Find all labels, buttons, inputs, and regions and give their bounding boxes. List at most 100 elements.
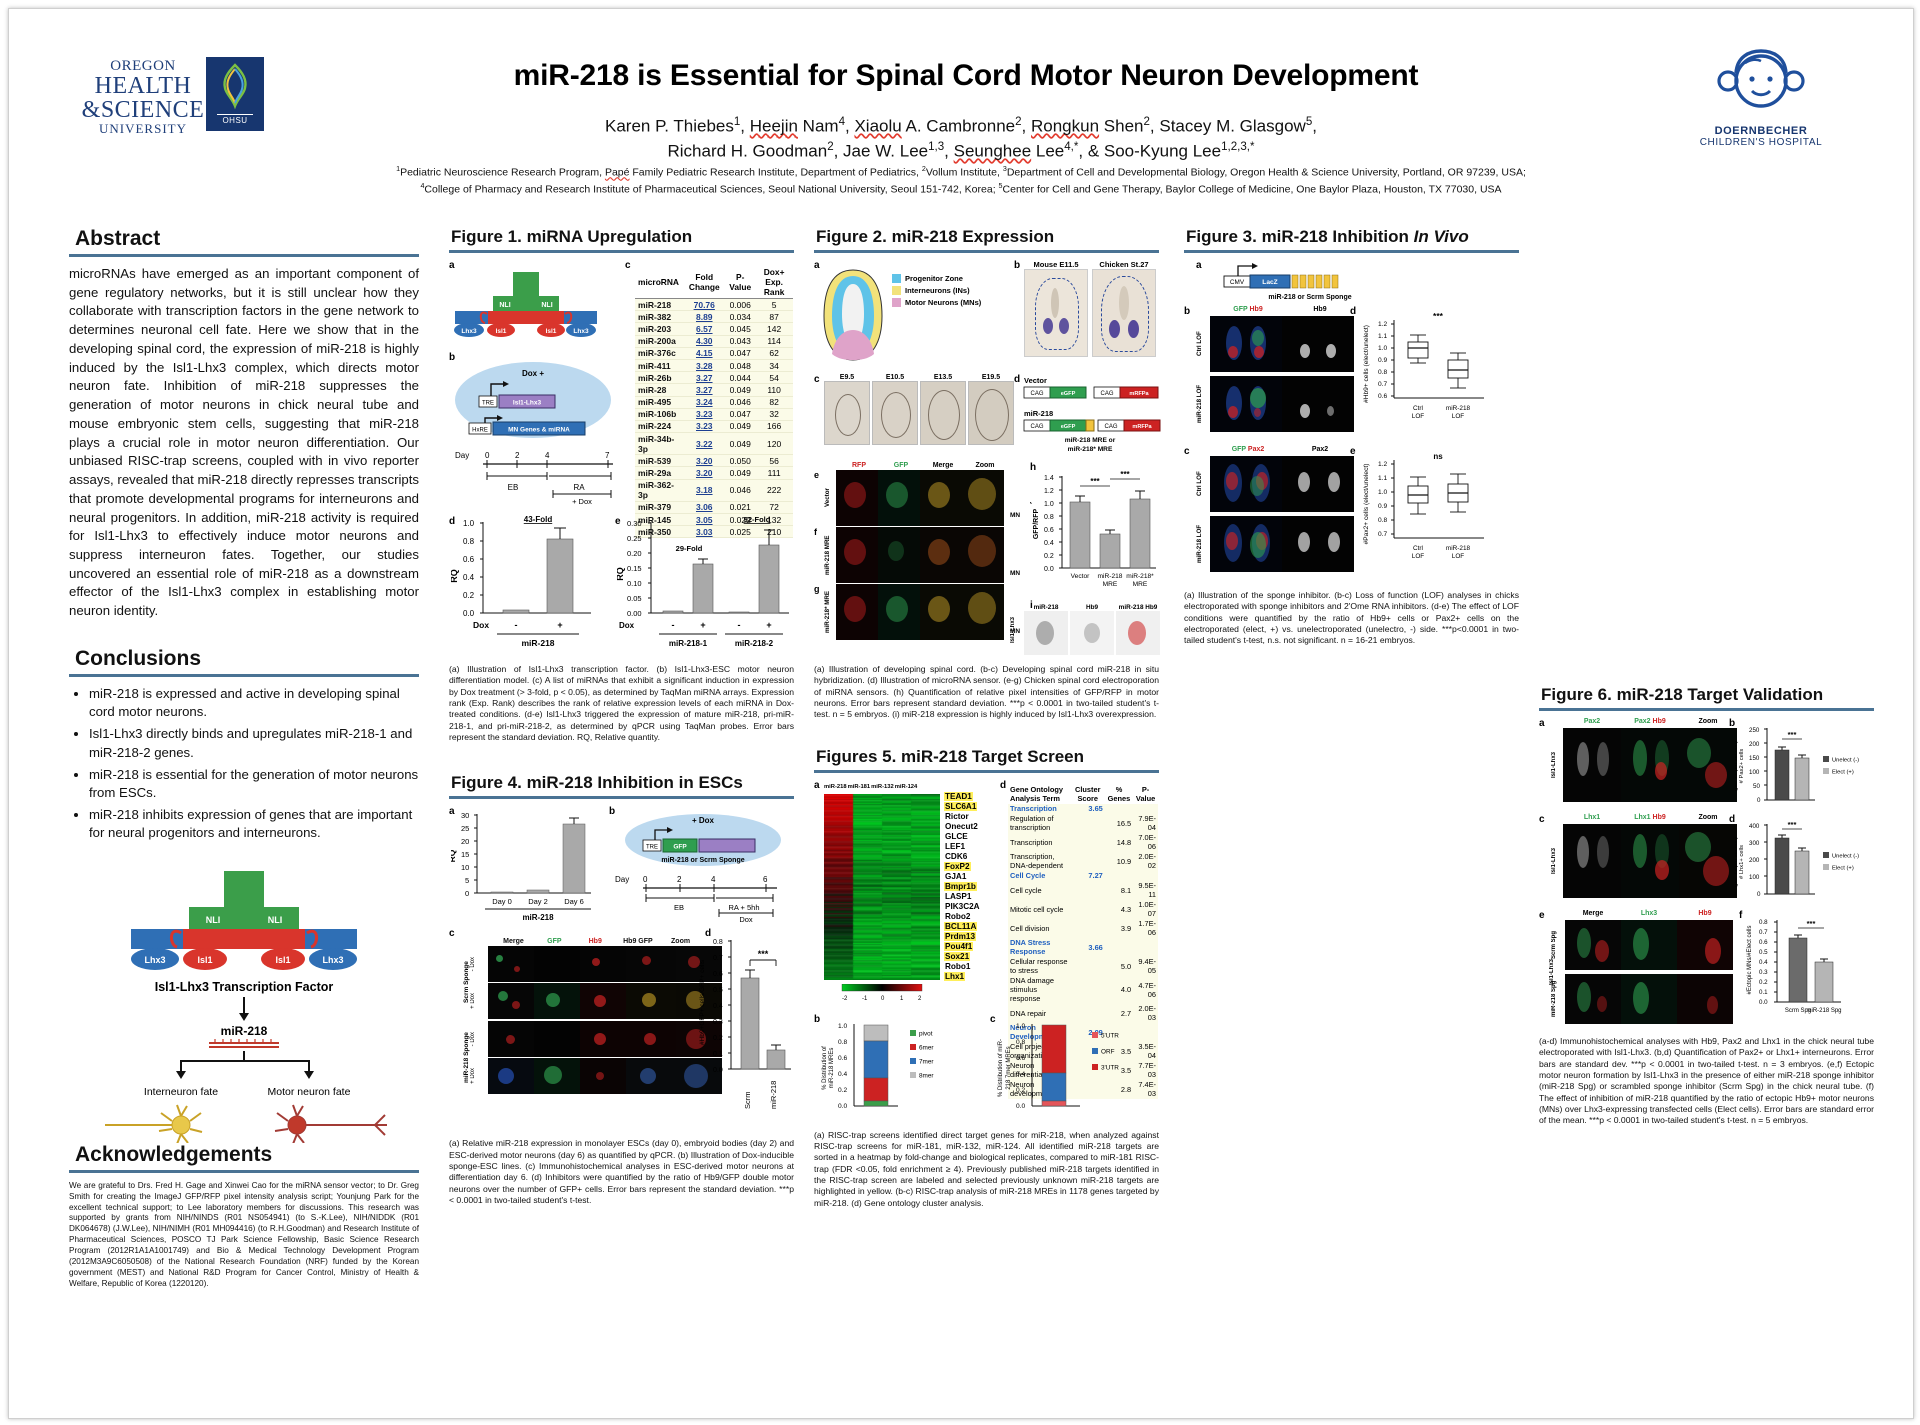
micrograph-tile [626,946,676,983]
table-cell: 3.28 [683,359,726,373]
table-cell: 3.20 [683,466,726,480]
svg-text:300: 300 [1749,840,1760,847]
table-row: miR-376c 4.15 0.047 62 [635,347,793,360]
panel-label-5c: c [990,1013,996,1025]
author-line-2: Richard H. Goodman2, Jae W. Lee1,3, Seun… [667,141,1255,161]
micrograph-tile [920,527,962,583]
micrograph-tile [836,470,878,526]
svg-text:RA + 5hh: RA + 5hh [728,903,759,912]
table-row: miR-34b-3p 3.22 0.049 120 [635,432,793,456]
panel-label-2f: f [814,527,817,537]
svg-text:200: 200 [1749,857,1760,864]
panel-label-6e: e [1539,910,1545,921]
svg-text:3'UTR: 3'UTR [1101,1064,1119,1071]
go-table-cell: 5.0 [1120,961,1132,971]
fig2e-row: e Vector [814,470,1024,526]
acknowledgements-rule [69,1169,419,1173]
micrograph-tile [1565,974,1621,1024]
figure-6-panels-ab: a Pax2 Pax2 Hb9 Zoom Isl1-Lhx3 [1539,718,1874,810]
svg-text:Dox: Dox [739,915,753,922]
svg-text:1.0: 1.0 [1044,501,1054,508]
svg-text:0.7: 0.7 [1378,531,1387,538]
panel-label-4c: c [449,928,455,940]
svg-text:pivot: pivot [919,1030,933,1037]
svg-text:LOF: LOF [1412,553,1425,560]
micrograph-tile [1621,824,1679,898]
go-table-cell: 9.4E-05 [1138,957,1156,976]
svg-text:MN Genes & miRNA: MN Genes & miRNA [508,427,570,434]
fig2c-tile: E19.5 [968,374,1014,445]
svg-text:0.2: 0.2 [838,1087,847,1094]
figure-4-panels-cd: c Merge GFP Hb9 Hb9 GFP Zoom Scrm Sponge… [449,928,794,1128]
svg-text:15: 15 [461,850,469,859]
svg-text:+ Dox: + Dox [572,497,592,504]
go-table-cell: DNA repair [1010,1008,1047,1018]
svg-text:0.4: 0.4 [463,573,475,582]
svg-text:EB: EB [674,903,684,912]
go-table-cell: 10.9 [1116,856,1132,866]
svg-text:0.2: 0.2 [1759,979,1768,986]
table-cell: 0.034 [725,310,756,324]
figure-3-rule [1184,250,1519,253]
micrograph-tile [488,1058,534,1095]
svg-text:CAG: CAG [1030,391,1043,397]
figure-6-heading: Figure 6. miR-218 Target Validation [1541,685,1824,704]
micrograph-tile [1282,376,1354,432]
svg-text:***: *** [758,949,769,959]
svg-text:Scrm: Scrm [743,1092,752,1110]
svg-text:Elect (+): Elect (+) [1832,866,1854,872]
svg-text:Isl1-Lhx3 Transcription Factor: Isl1-Lhx3 Transcription Factor [155,980,334,994]
table-cell: 0.049 [725,466,756,480]
abstract-rule [69,254,419,257]
fig2i-label: miR-218 [1033,604,1059,611]
svg-text:0.6: 0.6 [1759,939,1768,946]
fig6a-col: Pax2 Hb9 [1634,718,1666,725]
fig3b-col2: Hb9 [1313,306,1327,313]
target-gene: FoxP2 [944,861,971,871]
svg-text:100: 100 [1749,874,1760,881]
affiliations: 1Pediatric Neuroscience Research Program… [119,164,1803,197]
doernbecher-line1: DOERNBECHER [1714,125,1808,137]
figure-3-caption: (a) Illustration of the sponge inhibitor… [1184,590,1519,646]
svg-text:TRE: TRE [646,845,658,851]
table-cell: 0.025 [725,525,756,539]
fig2e-col: RFP [852,462,866,469]
svg-text:0.00: 0.00 [627,609,642,618]
figure-1-panels-de: d 1.0 0.8 0.6 0.4 0.2 0.0 RQ 43-Fold Dox… [449,516,794,656]
svg-text:0.8: 0.8 [713,939,723,946]
target-gene-list: TEAD1 SLC6A1 Rictor Onecut2 GLCE LEF1 CDK6 FoxP… [944,791,996,982]
target-gene: SLC6A1 [944,801,978,811]
figure-1-panels-abc: a NLI NLI Isl1 Isl1 Lhx3 Lhx3 b [449,260,794,539]
micrograph-tile [626,1021,676,1058]
svg-text:0.5: 0.5 [713,987,723,994]
svg-text:0.0: 0.0 [1759,999,1768,1006]
go-table-row: Transcription 3.65 [1008,804,1158,814]
svg-text:RQ: RQ [617,567,625,581]
fig2c-tile: E10.5 [872,374,918,445]
micrograph-tile [488,946,534,983]
table-cell: 0.047 [725,408,756,421]
svg-text:Isl1-Lhx3: Isl1-Lhx3 [513,400,542,407]
svg-text:0.9: 0.9 [1378,357,1387,364]
svg-text:30: 30 [461,811,469,820]
target-gene: Onecut2 [945,821,978,831]
go-table-row: Transcription 14.8 7.0E-06 [1008,833,1158,852]
svg-text:miR-218 MREs: miR-218 MREs [829,1047,835,1088]
micrograph-tile [920,584,962,640]
target-gene: CDK6 [945,851,968,861]
fig2b-label: Chicken St.27 [1099,260,1149,269]
table-row: miR-145 3.05 0.022 132 [635,513,793,527]
svg-text:TRE: TRE [482,401,494,407]
table-cell: 0.045 [725,322,756,336]
fig2i-label: Hb9 [1085,604,1099,611]
go-table-cell [1105,871,1133,881]
svg-text:LacZ: LacZ [1262,279,1277,286]
go-table-cell: 3.5 [1120,1065,1132,1075]
svg-text:0.6: 0.6 [1044,527,1054,534]
svg-text:1.1: 1.1 [1378,475,1387,482]
svg-text:#Ectopic MNs/#Elect cells: #Ectopic MNs/#Elect cells [1747,925,1753,994]
go-table-cell: 2.8 [1120,1084,1132,1094]
micrograph-tile [580,1021,626,1058]
figure-3-heading-italic: In Vivo [1413,227,1469,246]
svg-text:Isl1: Isl1 [496,328,507,335]
